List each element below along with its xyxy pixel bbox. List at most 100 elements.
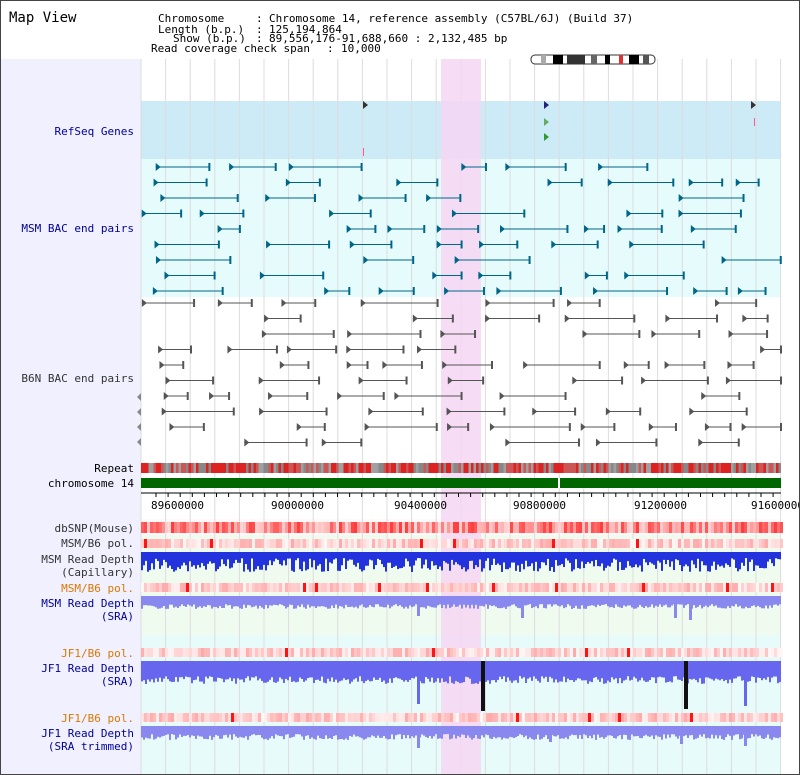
msm-depth-sra-bin: [401, 596, 403, 607]
msm-depth-capillary-bin: [613, 552, 615, 559]
msm-depth-capillary-bin: [383, 552, 385, 567]
msm-depth-sra-bin: [493, 596, 495, 605]
jf1-depth-sra-bin: [415, 661, 417, 677]
msm-b6-pol-bin: [720, 583, 723, 592]
b6n-bac-end: [324, 423, 326, 431]
jf1-b6-pol-bin: [201, 648, 204, 657]
jf1-depth-trim-bin: [355, 726, 357, 737]
jf1-depth-trim-bin: [489, 726, 491, 738]
msm-b6-pol-bin: [267, 539, 270, 548]
track-label-jf1-read-depth-trimmed[interactable]: JF1 Read Depth: [41, 727, 134, 740]
dbsnp-bin: [216, 522, 219, 533]
jf1-b6-pol-bin: [585, 713, 588, 722]
repeat-segment: [294, 463, 297, 473]
repeat-segment: [376, 463, 379, 473]
jf1-b6-pol-bin: [771, 713, 774, 722]
msm-b6-pol-bin: [342, 539, 345, 548]
msm-depth-sra-bin: [585, 596, 587, 609]
repeat-segment: [411, 463, 414, 473]
jf1-b6-pol-bin: [495, 713, 498, 722]
jf1-depth-sra-bin: [147, 661, 149, 679]
msm-depth-capillary-bin: [647, 552, 649, 565]
msm-depth-sra-bin: [469, 596, 471, 608]
msm-depth-capillary-bin: [287, 552, 289, 559]
dbsnp-bin: [297, 522, 300, 533]
jf1-depth-trim-bin: [739, 726, 741, 739]
jf1-depth-sra-bin: [665, 661, 667, 683]
msm-b6-pol-bin: [273, 583, 276, 592]
track-label-msm-read-depth-sra[interactable]: MSM Read Depth: [41, 597, 134, 610]
dbsnp-bin: [723, 522, 726, 533]
jf1-depth-trim-bin: [347, 726, 349, 740]
jf1-depth-trim-bin: [359, 726, 361, 737]
jf1-depth-trim-bin: [545, 726, 547, 735]
dbsnp-bin: [546, 522, 549, 533]
repeat-segment: [511, 463, 514, 473]
jf1-b6-pol-bin: [243, 713, 246, 722]
track-label-msm-b6-pol-1[interactable]: MSM/B6 pol.: [61, 537, 134, 550]
repeat-segment: [341, 463, 344, 473]
jf1-depth-trim-bin: [443, 726, 445, 734]
msm-depth-sra-bin: [655, 596, 657, 606]
jf1-depth-sra-bin: [679, 661, 681, 680]
track-label-refseq-genes[interactable]: RefSeq Genes: [55, 125, 134, 138]
msm-depth-sra-bin: [261, 596, 263, 608]
msm-depth-capillary-bin: [725, 552, 727, 563]
msm-b6-pol-bin: [612, 539, 615, 548]
repeat-segment: [144, 463, 147, 473]
jf1-b6-pol-bin: [576, 713, 579, 722]
msm-depth-capillary-bin: [559, 552, 561, 565]
track-label-jf1-read-depth-sra[interactable]: JF1 Read Depth: [41, 662, 134, 675]
msm-depth-sra-bin: [363, 596, 365, 607]
msm-bac-end: [477, 225, 479, 233]
jf1-depth-sra-bin: [717, 661, 719, 679]
track-label-dbsnp[interactable]: dbSNP(Mouse): [55, 522, 134, 535]
repeat-segment: [316, 463, 319, 473]
msm-b6-pol-bin: [246, 583, 249, 592]
msm-depth-capillary-bin: [249, 552, 251, 572]
track-label-b6n-bac[interactable]: B6N BAC end pairs: [21, 372, 134, 385]
msm-depth-capillary-bin: [549, 552, 551, 571]
track-label-msm-bac[interactable]: MSM BAC end pairs: [21, 222, 134, 235]
repeat-segment: [646, 463, 649, 473]
msm-depth-capillary-bin: [281, 552, 283, 565]
track-label-jf1-b6-pol-1[interactable]: JF1/B6 pol.: [61, 647, 134, 660]
msm-depth-sra-bin: [683, 596, 685, 608]
dbsnp-bin: [729, 522, 732, 533]
dbsnp-bin: [579, 522, 582, 533]
jf1-b6-pol-bin: [744, 713, 747, 722]
msm-depth-sra-bin: [399, 596, 401, 605]
repeat-segment: [179, 463, 182, 473]
jf1-depth-trim-bin: [375, 726, 377, 738]
msm-depth-sra-bin: [533, 596, 535, 607]
jf1-depth-sra-bin: [157, 661, 159, 682]
jf1-depth-sra-bin: [327, 661, 329, 679]
msm-depth-capillary-bin: [425, 552, 427, 560]
track-label-repeat[interactable]: Repeat: [94, 462, 134, 475]
msm-depth-capillary-bin: [577, 552, 579, 568]
jf1-b6-pol-bin: [183, 648, 186, 657]
jf1-b6-pol-bin: [471, 648, 474, 657]
msm-depth-capillary-bin: [385, 552, 387, 572]
msm-b6-pol-bin: [210, 583, 213, 592]
msm-bac-end: [765, 287, 767, 295]
jf1-depth-sra-bin-spike: [417, 661, 420, 704]
jf1-depth-trim-bin: [689, 726, 691, 735]
jf1-b6-pol-bin: [621, 713, 624, 722]
dbsnp-bin: [180, 522, 183, 533]
msm-b6-pol-bin: [609, 539, 612, 548]
track-label-jf1-b6-pol-2[interactable]: JF1/B6 pol.: [61, 712, 134, 725]
jf1-b6-pol-bin: [408, 713, 411, 722]
track-label-msm-read-depth-capillary[interactable]: MSM Read Depth: [41, 553, 134, 566]
jf1-depth-sra-bin: [261, 661, 263, 681]
jf1-depth-trim-bin: [175, 726, 177, 739]
track-label-msm-b6-pol-2[interactable]: MSM/B6 pol.: [61, 582, 134, 595]
jf1-depth-sra-bin: [373, 661, 375, 678]
track-label-chromosome[interactable]: chromosome 14: [48, 477, 134, 490]
jf1-depth-sra-bin: [179, 661, 181, 677]
b6n-bac-end: [599, 361, 601, 369]
jf1-b6-pol-bin: [537, 648, 540, 657]
jf1-b6-pol-bin: [582, 713, 585, 722]
msm-depth-sra-bin: [307, 596, 309, 605]
jf1-b6-pol-bin: [561, 648, 564, 657]
